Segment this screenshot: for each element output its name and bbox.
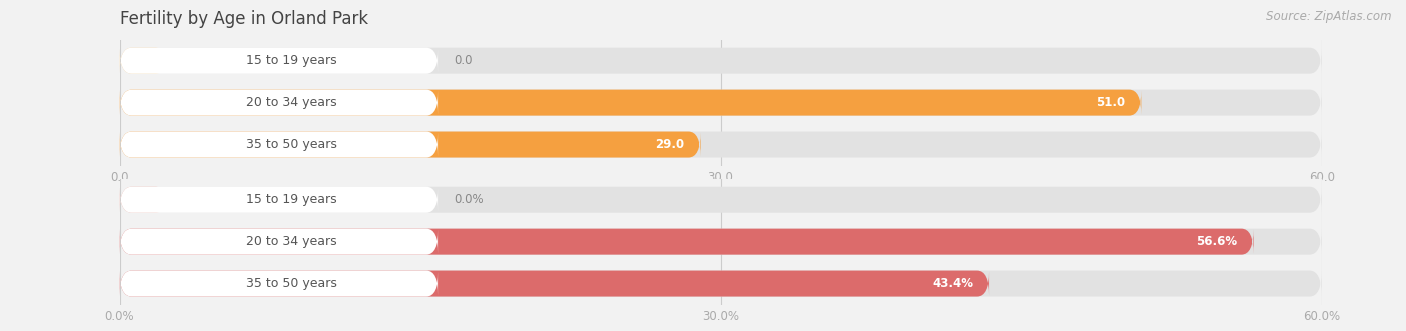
FancyBboxPatch shape: [120, 187, 1322, 213]
FancyBboxPatch shape: [120, 270, 988, 297]
FancyBboxPatch shape: [120, 90, 1322, 116]
Text: 20 to 34 years: 20 to 34 years: [246, 96, 337, 109]
FancyBboxPatch shape: [120, 48, 167, 74]
FancyBboxPatch shape: [120, 131, 1322, 158]
FancyBboxPatch shape: [120, 229, 439, 255]
Text: 15 to 19 years: 15 to 19 years: [246, 54, 337, 67]
Text: 29.0: 29.0: [655, 138, 685, 151]
FancyBboxPatch shape: [120, 48, 1322, 74]
Text: 20 to 34 years: 20 to 34 years: [246, 235, 337, 248]
Text: 35 to 50 years: 35 to 50 years: [246, 138, 337, 151]
FancyBboxPatch shape: [120, 48, 439, 74]
Text: Source: ZipAtlas.com: Source: ZipAtlas.com: [1267, 10, 1392, 23]
FancyBboxPatch shape: [120, 229, 1254, 255]
Text: 15 to 19 years: 15 to 19 years: [246, 193, 337, 206]
FancyBboxPatch shape: [120, 229, 1322, 255]
Text: 51.0: 51.0: [1097, 96, 1125, 109]
Text: 43.4%: 43.4%: [932, 277, 973, 290]
FancyBboxPatch shape: [120, 187, 439, 213]
Text: Fertility by Age in Orland Park: Fertility by Age in Orland Park: [120, 10, 367, 28]
FancyBboxPatch shape: [120, 90, 439, 116]
FancyBboxPatch shape: [120, 90, 1142, 116]
FancyBboxPatch shape: [120, 131, 439, 158]
FancyBboxPatch shape: [120, 187, 167, 213]
Text: 35 to 50 years: 35 to 50 years: [246, 277, 337, 290]
Text: 0.0%: 0.0%: [454, 193, 484, 206]
Text: 56.6%: 56.6%: [1197, 235, 1237, 248]
Text: 0.0: 0.0: [454, 54, 472, 67]
FancyBboxPatch shape: [120, 131, 700, 158]
FancyBboxPatch shape: [120, 270, 439, 297]
FancyBboxPatch shape: [120, 270, 1322, 297]
